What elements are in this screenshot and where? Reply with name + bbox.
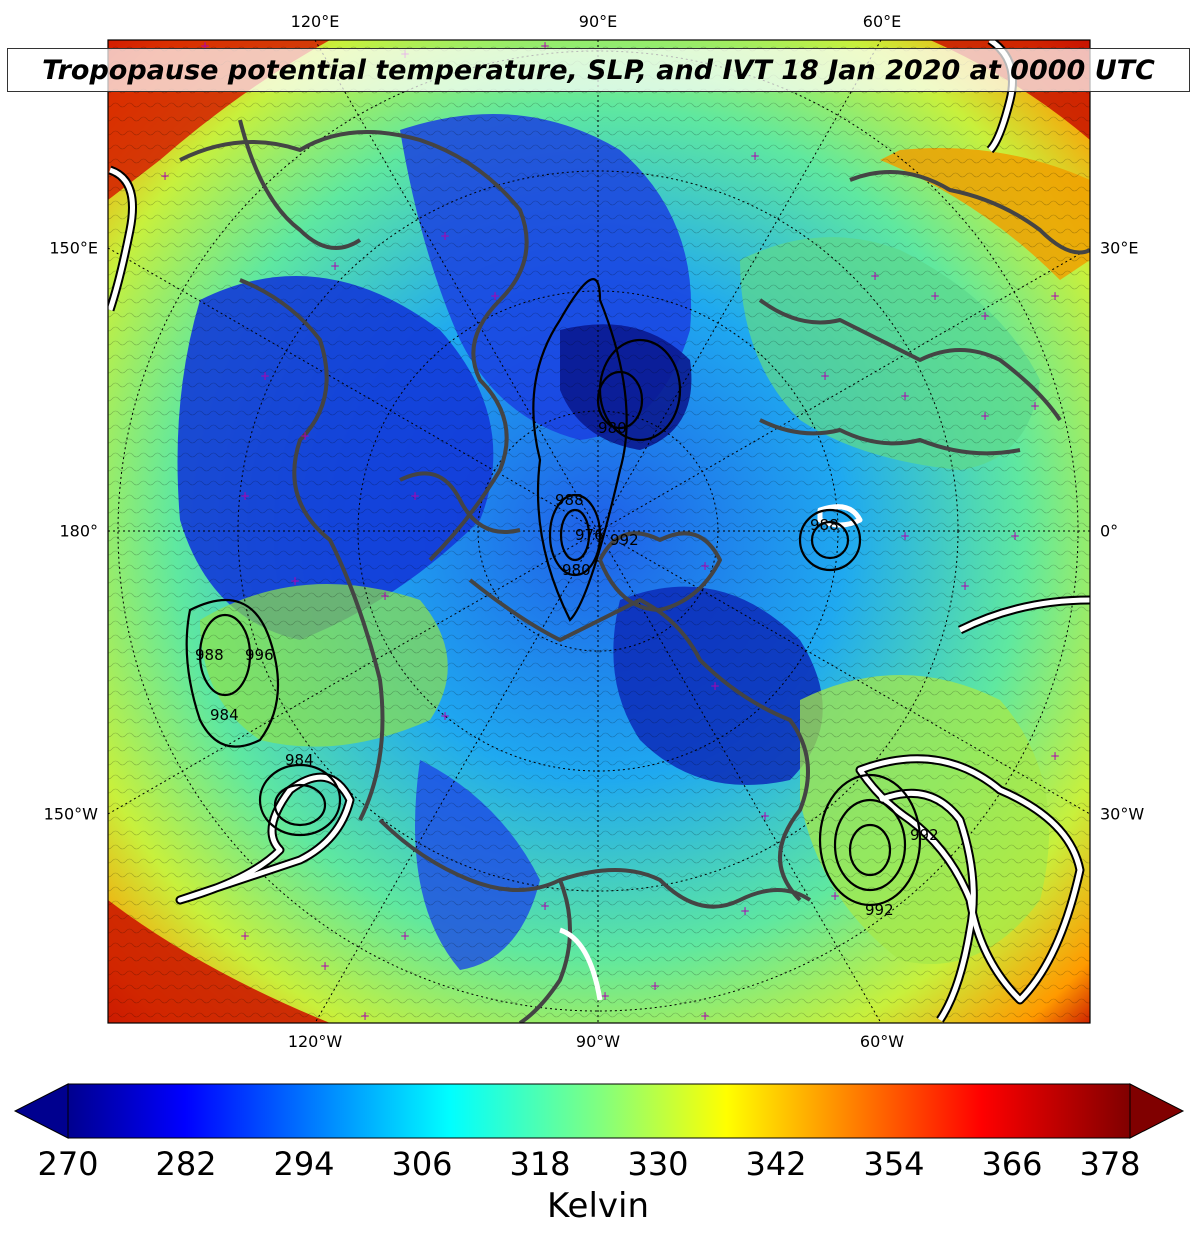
- svg-text:+: +: [600, 989, 610, 1003]
- svg-text:+: +: [360, 1009, 370, 1023]
- svg-text:+: +: [440, 709, 450, 723]
- colorbar-tick-label: 306: [391, 1145, 453, 1183]
- colorbar-tick-label: 318: [509, 1145, 571, 1183]
- colorbar-bar: [67, 1083, 1131, 1139]
- svg-text:+: +: [900, 529, 910, 543]
- svg-text:+: +: [260, 369, 270, 383]
- svg-text:+: +: [930, 289, 940, 303]
- svg-text:+: +: [870, 269, 880, 283]
- lon-label-bottom: 120°W: [287, 1032, 343, 1051]
- lon-label-bottom: 60°W: [859, 1032, 905, 1051]
- svg-text:+: +: [750, 149, 760, 163]
- colorbar: [13, 1083, 1185, 1139]
- slp-label: 988: [810, 516, 839, 534]
- svg-text:+: +: [650, 979, 660, 993]
- svg-text:+: +: [830, 889, 840, 903]
- colorbar-extend-high: [1129, 1083, 1185, 1139]
- svg-text:+: +: [300, 429, 310, 443]
- slp-label: 988: [195, 646, 224, 664]
- colorbar-tick-label: 366: [981, 1145, 1043, 1183]
- svg-text:+: +: [540, 899, 550, 913]
- svg-text:+: +: [820, 369, 830, 383]
- map-title: Tropopause potential temperature, SLP, a…: [42, 54, 1155, 86]
- title-box: Tropopause potential temperature, SLP, a…: [7, 48, 1190, 92]
- colorbar-tick-label: 354: [863, 1145, 925, 1183]
- slp-label: 992: [910, 826, 939, 844]
- svg-text:+: +: [900, 389, 910, 403]
- slp-label: 992: [865, 901, 894, 919]
- coastlines: [179, 119, 1090, 1023]
- svg-text:+: +: [540, 39, 550, 53]
- slp-label: 988: [555, 491, 584, 509]
- lat-label-left: 180°: [59, 521, 98, 541]
- svg-text:+: +: [1030, 399, 1040, 413]
- svg-text:+: +: [740, 904, 750, 918]
- map-panel: + ++ + +++ + ++ + + +++ + +++ + +++ + +++ + +++ + …: [108, 39, 1090, 1023]
- colorbar-tick-label: 282: [155, 1145, 217, 1183]
- lat-label-right: 0°: [1100, 521, 1119, 541]
- slp-label: 984: [210, 706, 239, 724]
- svg-text:+: +: [240, 929, 250, 943]
- svg-text:+: +: [290, 574, 300, 588]
- svg-text:+: +: [200, 39, 210, 53]
- svg-text:+: +: [1050, 749, 1060, 763]
- map-frame: [107, 39, 1091, 1024]
- colorbar-tick-label: 342: [745, 1145, 807, 1183]
- lat-label-right: 30°E: [1100, 238, 1139, 258]
- lon-label-top: 60°E: [862, 12, 902, 31]
- svg-text:+: +: [1010, 529, 1020, 543]
- colorbar-tick-label: 330: [627, 1145, 689, 1183]
- lat-label-left: 150°E: [49, 238, 98, 258]
- svg-text:+: +: [700, 559, 710, 573]
- svg-text:+: +: [380, 589, 390, 603]
- svg-text:+: +: [240, 489, 250, 503]
- slp-contours: [185, 278, 922, 907]
- colorbar-extend-low: [13, 1083, 69, 1139]
- svg-text:+: +: [400, 929, 410, 943]
- slp-label: 984: [285, 751, 314, 769]
- svg-text:+: +: [760, 809, 770, 823]
- slp-label: 992: [610, 531, 639, 549]
- svg-text:+: +: [320, 959, 330, 973]
- colorbar-tick-label: 378: [1079, 1145, 1141, 1183]
- svg-text:+: +: [410, 489, 420, 503]
- svg-text:+: +: [980, 409, 990, 423]
- slp-label: 996: [245, 646, 274, 664]
- svg-text:+: +: [160, 169, 170, 183]
- svg-text:+: +: [1050, 289, 1060, 303]
- lon-label-bottom: 90°W: [575, 1032, 621, 1051]
- svg-text:+: +: [980, 309, 990, 323]
- svg-text:+: +: [490, 289, 500, 303]
- lon-label-top: 90°E: [578, 12, 618, 31]
- slp-labels: 980 984 988 992 996 988 984 980 976 992 …: [195, 419, 939, 919]
- svg-text:+: +: [330, 259, 340, 273]
- svg-text:+: +: [440, 229, 450, 243]
- svg-text:+: +: [960, 579, 970, 593]
- lon-label-top: 120°E: [290, 12, 340, 31]
- svg-text:+: +: [710, 679, 720, 693]
- colorbar-tick-label: 270: [37, 1145, 99, 1183]
- slp-label: 980: [562, 561, 591, 579]
- colorbar-label: Kelvin: [546, 1186, 650, 1226]
- slp-label: 976: [575, 526, 604, 544]
- slp-label: 980: [598, 419, 627, 437]
- lat-label-left: 150°W: [43, 804, 98, 824]
- lat-label-right: 30°W: [1100, 804, 1145, 824]
- svg-text:+: +: [700, 1009, 710, 1023]
- colorbar-tick-label: 294: [273, 1145, 335, 1183]
